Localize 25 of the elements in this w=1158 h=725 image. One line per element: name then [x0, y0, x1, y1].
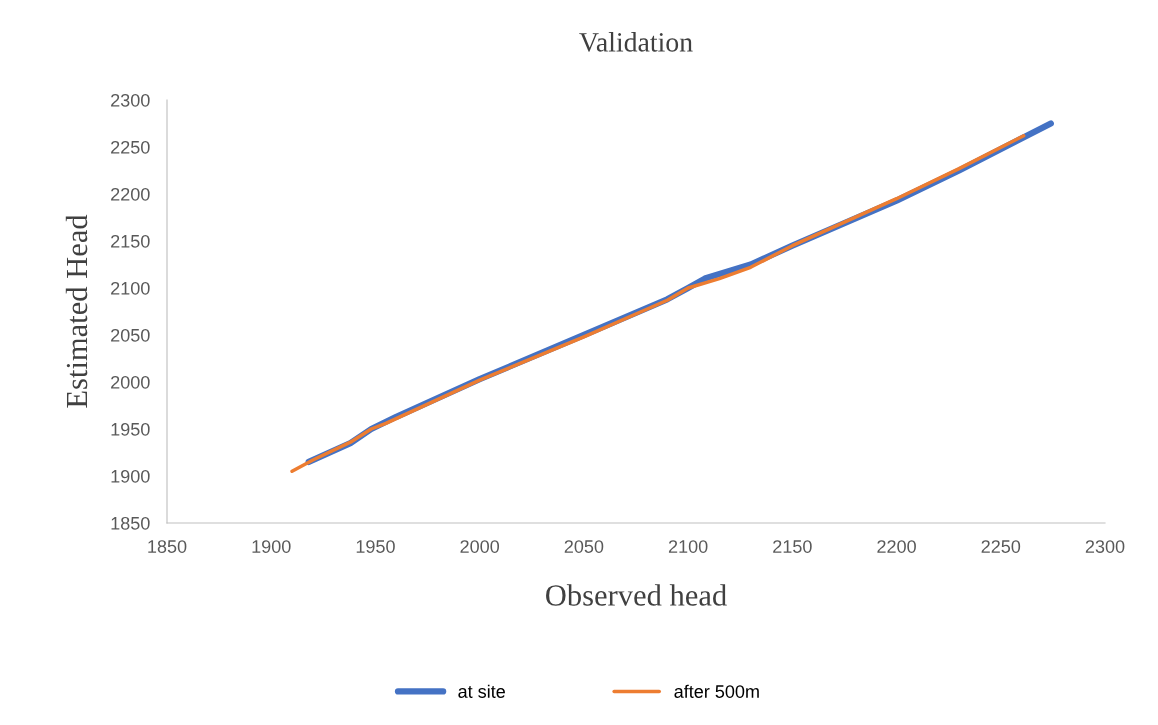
- legend-label: at site: [458, 684, 505, 698]
- y-tick-label: 2000: [111, 375, 150, 389]
- y-axis-title: Estimated Head: [65, 214, 88, 408]
- x-tick-label: 1900: [252, 540, 291, 553]
- x-tick-label: 2000: [460, 540, 500, 553]
- x-tick-label: 1850: [148, 540, 187, 553]
- y-tick-label: 2050: [111, 328, 150, 342]
- y-tick-label: 1900: [111, 469, 150, 483]
- x-axis-title: Observed head: [546, 584, 727, 606]
- x-tick-label: 2200: [877, 540, 916, 553]
- y-tick-label: 2300: [111, 93, 150, 107]
- x-tick-label: 2250: [981, 540, 1021, 553]
- y-tick-label: 2200: [111, 187, 150, 201]
- x-tick-label: 2300: [1085, 540, 1125, 553]
- y-tick-label: 2250: [111, 140, 150, 154]
- y-tick-label: 2100: [111, 281, 150, 295]
- x-tick-label: 2150: [773, 540, 812, 553]
- y-tick-label: 1850: [111, 516, 150, 530]
- x-tick-label: 2100: [668, 540, 708, 553]
- x-tick-label: 2050: [564, 540, 604, 553]
- legend-label: after 500m: [674, 684, 759, 698]
- y-tick-label: 1950: [111, 422, 150, 436]
- y-tick-label: 2150: [111, 234, 150, 248]
- x-tick-label: 1950: [356, 540, 395, 553]
- chart-title: Validation: [579, 32, 693, 52]
